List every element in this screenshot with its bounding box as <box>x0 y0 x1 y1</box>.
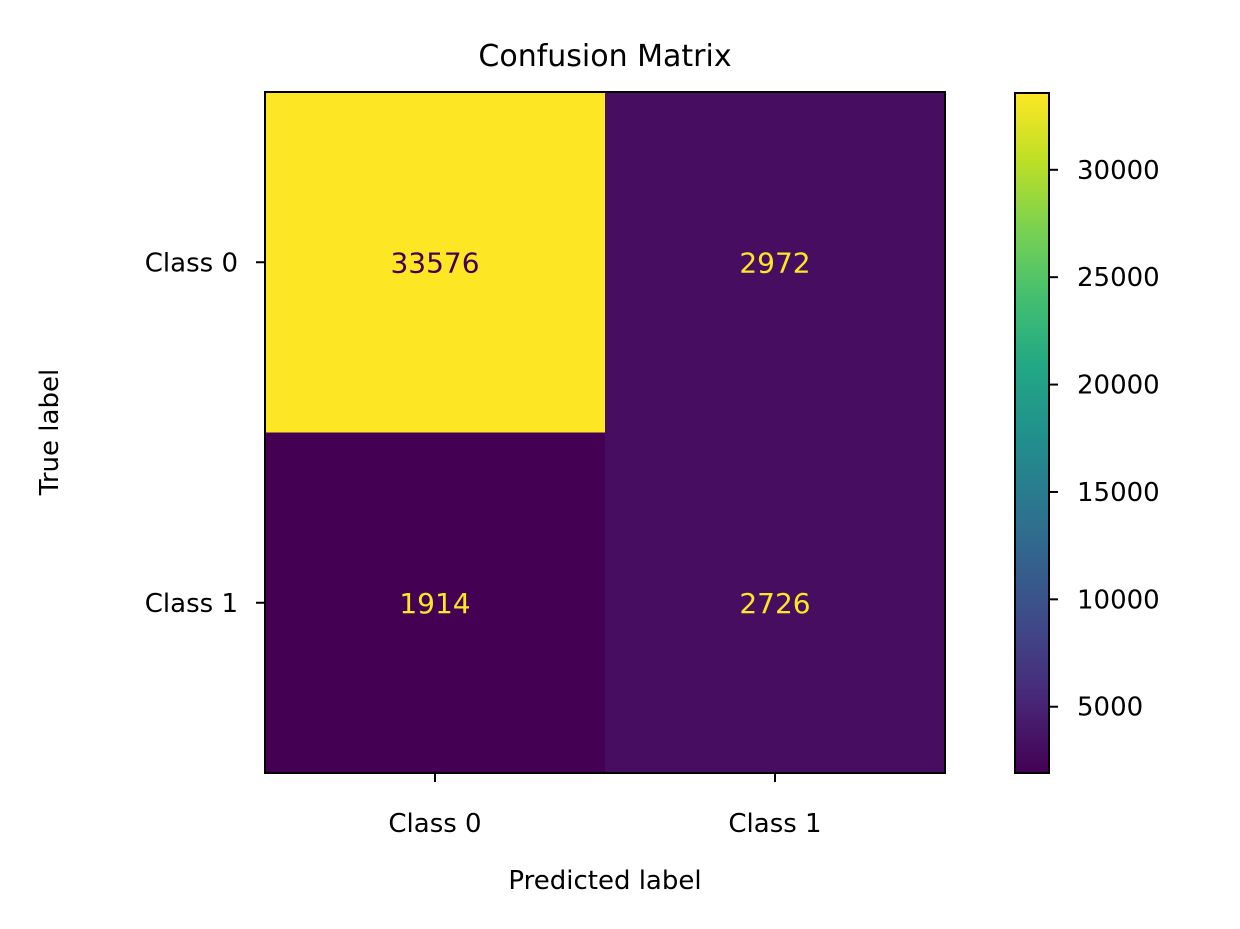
y-axis-label: True label <box>35 369 65 496</box>
colorbar-tick-label-5: 30000 <box>1077 156 1160 186</box>
y-tick-label-1: Class 1 <box>145 589 238 619</box>
matrix-cell-1-0 <box>265 432 605 773</box>
x-axis-label: Predicted label <box>508 866 701 896</box>
plot-frame <box>264 91 946 774</box>
colorbar-ticks: 5000 10000 15000 20000 25000 30000 <box>1049 156 1160 723</box>
cell-value-1-0: 1914 <box>399 587 470 620</box>
colorbar-tick-label-1: 10000 <box>1077 585 1160 615</box>
matrix-cell-labels: 33576 2972 1914 2726 <box>390 246 810 620</box>
matrix-cells <box>265 92 945 773</box>
y-axis-ticks: Class 0 Class 1 <box>145 248 265 619</box>
chart-title: Confusion Matrix <box>478 39 731 74</box>
y-tick-label-0: Class 0 <box>145 248 238 278</box>
x-tick-label-0: Class 0 <box>388 809 481 839</box>
colorbar-tick-label-0: 5000 <box>1077 693 1143 723</box>
cell-value-0-0: 33576 <box>390 246 479 279</box>
colorbar-tick-label-3: 20000 <box>1077 371 1160 401</box>
colorbar-tick-label-4: 25000 <box>1077 263 1160 293</box>
x-axis-ticks: Class 0 Class 1 <box>388 773 822 839</box>
colorbar-tick-label-2: 15000 <box>1077 478 1160 508</box>
matrix-cell-1-1 <box>605 432 945 773</box>
cell-value-1-1: 2726 <box>739 587 810 620</box>
cell-value-0-1: 2972 <box>739 246 810 279</box>
colorbar <box>1014 92 1050 774</box>
matrix-cell-0-1 <box>605 92 945 433</box>
x-tick-label-1: Class 1 <box>728 809 821 839</box>
matrix-cell-0-0 <box>265 92 605 433</box>
